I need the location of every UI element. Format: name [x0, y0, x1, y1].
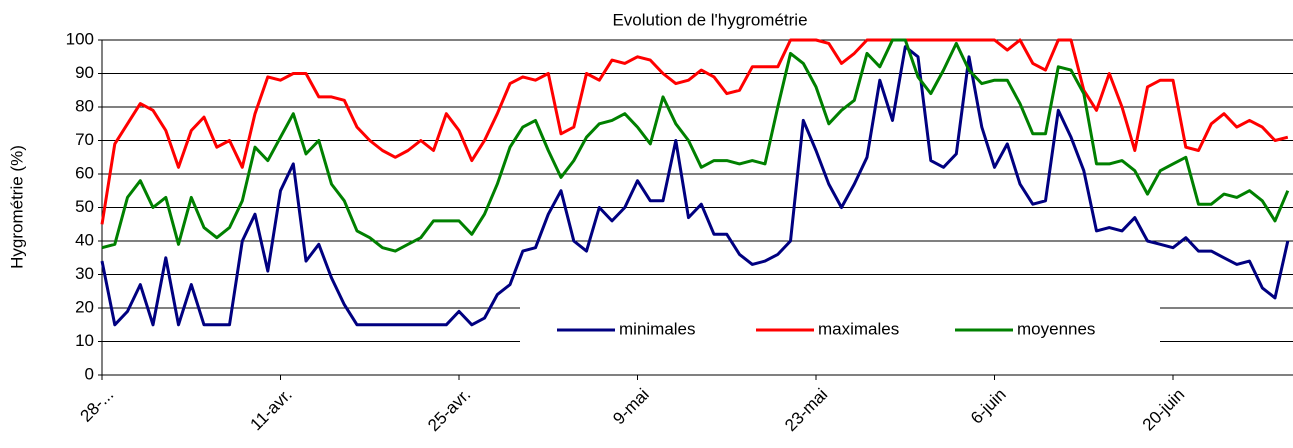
x-tick-label: 20-juin: [1139, 385, 1189, 435]
chart-title: Evolution de l'hygrométrie: [612, 10, 807, 29]
x-tick-label: 9-mai: [609, 385, 652, 428]
y-tick-label: 50: [75, 197, 94, 216]
y-tick-label: 70: [75, 130, 94, 149]
y-tick-label: 90: [75, 63, 94, 82]
x-tick-label: 11-avr.: [247, 385, 296, 434]
series-line: [100, 45, 1290, 327]
legend-label: maximales: [818, 319, 899, 338]
y-axis-label: Hygrométrie (%): [7, 145, 26, 269]
y-tick-label: 80: [75, 96, 94, 115]
x-tick-label: 28-...: [76, 385, 117, 426]
y-tick-label: 60: [75, 163, 94, 182]
x-tick-label: 23-mai: [781, 385, 831, 435]
y-tick-label: 40: [75, 230, 94, 249]
series-line: [101, 38, 1290, 253]
series-line: [100, 38, 1289, 225]
y-tick-label: 10: [75, 331, 94, 350]
legend-box: [520, 306, 1160, 356]
y-tick-label: 20: [75, 297, 94, 316]
x-tick-label: 25-avr.: [424, 385, 474, 435]
legend-label: moyennes: [1017, 319, 1095, 338]
y-tick-label: 30: [75, 264, 94, 283]
y-tick-label: 100: [66, 29, 94, 48]
y-tick-label: 0: [85, 364, 94, 383]
x-tick-label: 6-juin: [967, 385, 1010, 428]
legend-label: minimales: [619, 319, 696, 338]
